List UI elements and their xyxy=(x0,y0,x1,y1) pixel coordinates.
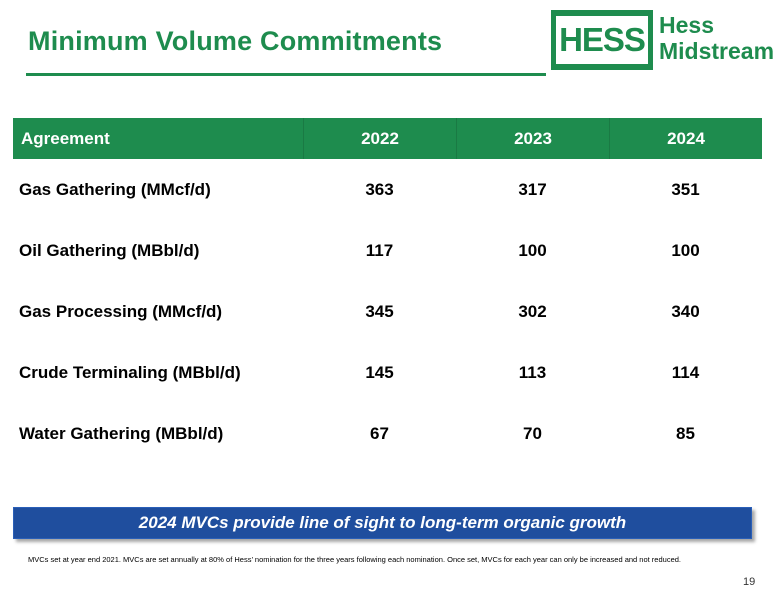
cell-value: 345 xyxy=(365,302,394,321)
column-header-2023: 2023 xyxy=(456,118,609,159)
cell-value: 100 xyxy=(518,241,547,260)
cell-value: 100 xyxy=(671,241,700,260)
key-takeaway-banner: 2024 MVCs provide line of sight to long-… xyxy=(13,507,752,539)
column-header-agreement: Agreement xyxy=(21,129,110,148)
logo-line-1: Hess xyxy=(659,12,714,38)
row-label: Gas Processing (MMcf/d) xyxy=(19,302,223,321)
cell-value: 145 xyxy=(365,363,394,382)
cell-value: 70 xyxy=(523,424,542,443)
mvc-table: Agreement 2022 2023 2024 Gas Gathering (… xyxy=(13,118,762,464)
row-label: Water Gathering (MBbl/d) xyxy=(19,424,224,443)
table-header-row: Agreement 2022 2023 2024 xyxy=(13,118,762,159)
page-title: Minimum Volume Commitments xyxy=(28,26,443,56)
cell-value: 117 xyxy=(365,241,394,260)
cell-value: 85 xyxy=(676,424,695,443)
logo-line-2: Midstream xyxy=(659,38,775,64)
logo-mark-text: HESS xyxy=(559,21,646,58)
table-row: Water Gathering (MBbl/d) 67 70 85 xyxy=(13,403,762,464)
row-label: Oil Gathering (MBbl/d) xyxy=(19,241,200,260)
hess-midstream-logo: HESS Hess Midstream xyxy=(551,10,774,70)
cell-value: 114 xyxy=(671,363,700,382)
footnote: MVCs set at year end 2021. MVCs are set … xyxy=(28,555,681,564)
table-row: Gas Gathering (MMcf/d) 363 317 351 xyxy=(13,159,762,220)
title-divider xyxy=(26,73,546,76)
table-row: Oil Gathering (MBbl/d) 117 100 100 xyxy=(13,220,762,281)
logo-wordmark: Hess Midstream xyxy=(659,12,774,64)
cell-value: 317 xyxy=(518,180,547,199)
cell-value: 113 xyxy=(518,363,547,382)
page-number: 19 xyxy=(743,576,756,588)
cell-value: 363 xyxy=(365,180,394,199)
cell-value: 67 xyxy=(370,424,389,443)
table-row: Gas Processing (MMcf/d) 345 302 340 xyxy=(13,281,762,342)
table-row: Crude Terminaling (MBbl/d) 145 113 114 xyxy=(13,342,762,403)
cell-value: 340 xyxy=(671,302,700,321)
column-header-2024: 2024 xyxy=(609,118,762,159)
row-label: Crude Terminaling (MBbl/d) xyxy=(19,363,241,382)
column-header-2022: 2022 xyxy=(303,118,456,159)
cell-value: 351 xyxy=(671,180,700,199)
cell-value: 302 xyxy=(518,302,547,321)
logo-mark: HESS xyxy=(551,10,653,70)
row-label: Gas Gathering (MMcf/d) xyxy=(19,180,211,199)
